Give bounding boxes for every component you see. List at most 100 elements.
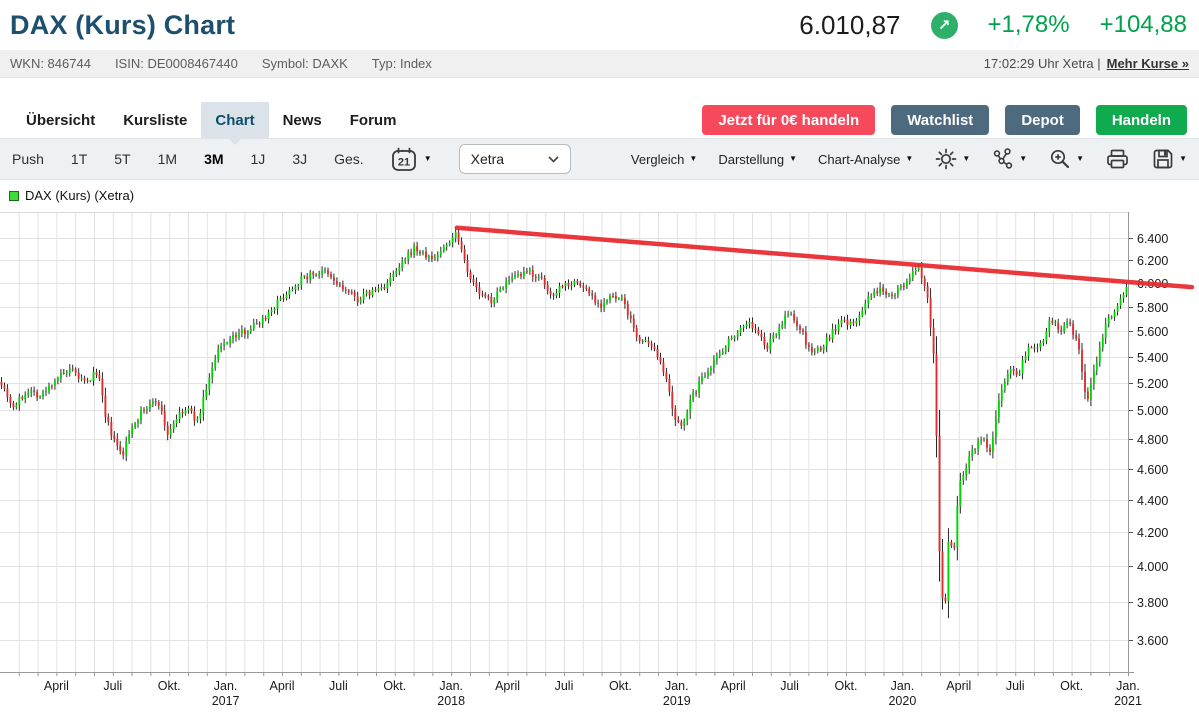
series-name: DAX (Kurs) (Xetra) [25,188,135,203]
chevron-down-icon: ▼ [962,154,971,163]
section-nav: Übersicht Kursliste Chart News Forum Jet… [0,102,1199,138]
svg-text:5.800: 5.800 [1137,301,1168,315]
svg-text:2019: 2019 [663,694,691,708]
exchange-select[interactable]: Xetra [458,144,571,174]
chart-area: DAX (Kurs) (Xetra) 6.4006.2006.0005.8005… [0,180,1199,713]
svg-text:Jan.: Jan. [1116,679,1140,693]
spacer [0,78,1199,102]
quote-time-area: 17:02:29 Uhr Xetra | Mehr Kurse » [984,56,1189,71]
svg-text:4.800: 4.800 [1137,433,1168,447]
wkn-value: WKN: 846744 [10,56,91,71]
candles-layer [0,228,1128,619]
svg-text:April: April [44,679,69,693]
action-buttons: Jetzt für 0€ handeln Watchlist Depot Han… [702,102,1187,138]
range-ges[interactable]: Ges. [334,151,364,167]
trend-up-icon: ↗ [930,11,958,39]
chevron-down-icon [548,155,559,163]
svg-text:April: April [946,679,971,693]
tab-forum[interactable]: Forum [349,111,397,129]
svg-text:2018: 2018 [437,694,465,708]
svg-text:21: 21 [398,156,410,168]
page-header: DAX (Kurs) Chart 6.010,87 ↗ +1,78% +104,… [0,0,1199,50]
trade-now-button[interactable]: Jetzt für 0€ handeln [702,105,876,135]
range-1t[interactable]: 1T [70,151,88,167]
svg-text:Juli: Juli [103,679,122,693]
range-3m[interactable]: 3M [204,151,224,167]
calendar-range-picker[interactable]: 21 ▼ [391,147,432,172]
save-menu[interactable]: ▼ [1151,147,1187,171]
trendline [454,225,1195,290]
chevron-down-icon: ▼ [1019,154,1028,163]
series-color-swatch [9,190,19,201]
zoom-in-icon [1051,149,1070,169]
svg-text:Jan.: Jan. [665,679,689,693]
exchange-select-value: Xetra [470,151,505,167]
svg-text:April: April [495,679,520,693]
print-button[interactable] [1105,147,1130,171]
tab-chart[interactable]: Chart [201,102,269,138]
vergleich-menu[interactable]: Vergleich ▼ [631,152,697,167]
darstellung-label: Darstellung [718,151,785,167]
change-absolute: +104,88 [1099,11,1187,38]
svg-text:6.400: 6.400 [1137,232,1168,246]
svg-text:3.800: 3.800 [1137,596,1168,610]
tab-uebersicht[interactable]: Übersicht [26,111,96,129]
svg-text:3.600: 3.600 [1137,634,1168,648]
svg-text:April: April [721,679,746,693]
svg-text:April: April [269,679,294,693]
handeln-button[interactable]: Handeln [1095,105,1187,135]
printer-icon [1107,149,1128,169]
tab-news[interactable]: News [282,111,322,129]
axis-layer: 6.4006.2006.0005.8005.6005.4005.2005.000… [0,212,1168,708]
chart-analyse-label: Chart-Analyse [818,151,901,167]
chevron-down-icon: ▼ [789,154,798,163]
chevron-down-icon: ▼ [1076,154,1085,163]
indicator-tools-menu[interactable]: ▼ [991,147,1027,171]
range-1j[interactable]: 1J [250,151,266,167]
more-quotes-link[interactable]: Mehr Kurse » [1106,56,1189,71]
svg-text:Okt.: Okt. [835,679,858,693]
darstellung-menu[interactable]: Darstellung ▼ [718,152,797,167]
depot-button[interactable]: Depot [1005,105,1080,135]
watchlist-button[interactable]: Watchlist [891,105,990,135]
svg-text:4.200: 4.200 [1137,526,1168,540]
range-3j[interactable]: 3J [292,151,308,167]
save-floppy-icon [1153,149,1173,169]
chart-tool-menus: Vergleich ▼ Darstellung ▼ Chart-Analyse … [631,147,1187,171]
chart-legend: DAX (Kurs) (Xetra) [9,188,134,203]
svg-text:Okt.: Okt. [158,679,181,693]
last-price: 6.010,87 [799,9,901,40]
range-1m[interactable]: 1M [157,151,178,167]
network-nodes-icon [994,148,1013,169]
type-value: Typ: Index [371,56,432,71]
svg-text:4.600: 4.600 [1137,463,1168,477]
chart-analyse-menu[interactable]: Chart-Analyse ▼ [818,152,913,167]
settings-menu[interactable]: ▼ [934,147,970,171]
price-chart[interactable]: 6.4006.2006.0005.8005.6005.4005.2005.000… [0,180,1199,713]
instrument-meta-bar: WKN: 846744 ISIN: DE0008467440 Symbol: D… [0,50,1199,78]
quote-summary: 6.010,87 ↗ +1,78% +104,88 [799,10,1189,41]
chevron-down-icon: ▼ [905,154,914,163]
svg-text:Juli: Juli [555,679,574,693]
gear-icon [935,148,957,170]
chart-toolbar: Push 1T 5T 1M 3M 1J 3J Ges. 21 ▼ Xetra V… [0,138,1199,180]
change-percent: +1,78% [987,11,1070,38]
svg-text:4.000: 4.000 [1137,560,1168,574]
zoom-menu[interactable]: ▼ [1048,147,1084,171]
page-title: DAX (Kurs) Chart [10,9,236,40]
svg-text:5.600: 5.600 [1137,325,1168,339]
svg-text:Okt.: Okt. [1060,679,1083,693]
svg-text:Jan.: Jan. [891,679,915,693]
tab-kursliste[interactable]: Kursliste [123,111,188,129]
svg-text:2017: 2017 [212,694,240,708]
range-push[interactable]: Push [12,151,44,167]
chevron-down-icon: ▼ [1179,154,1187,163]
svg-text:5.200: 5.200 [1137,377,1168,391]
quote-timestamp: 17:02:29 Uhr Xetra | [983,56,1101,71]
chevron-down-icon: ▼ [423,154,432,163]
svg-text:Juli: Juli [1006,679,1025,693]
instrument-identifiers: WKN: 846744 ISIN: DE0008467440 Symbol: D… [10,56,432,71]
range-controls: Push 1T 5T 1M 3M 1J 3J Ges. 21 ▼ Xetra [12,144,571,174]
svg-text:Juli: Juli [329,679,348,693]
range-5t[interactable]: 5T [114,151,131,167]
